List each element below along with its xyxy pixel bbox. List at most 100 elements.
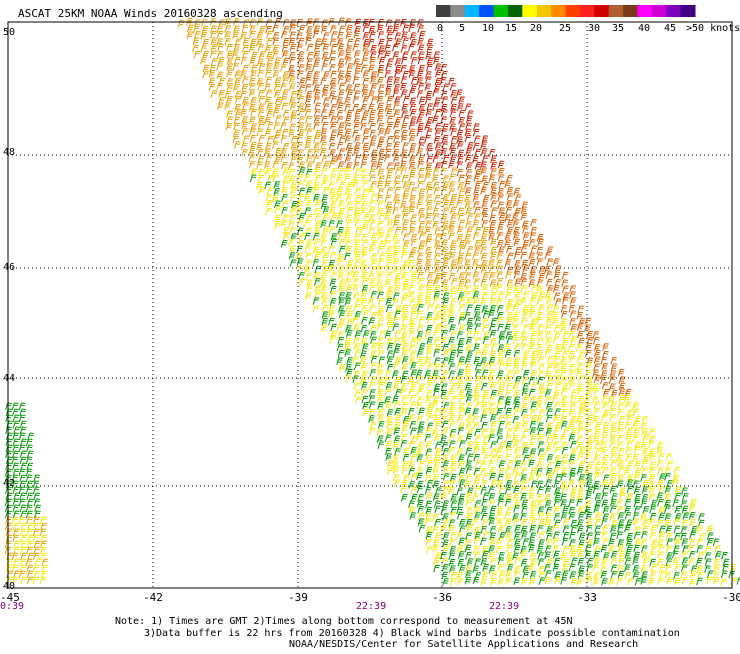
wind-barb <box>321 51 329 60</box>
wind-barb <box>274 77 282 85</box>
wind-barb <box>473 453 480 462</box>
wind-barb <box>361 284 369 293</box>
wind-barb <box>473 551 481 560</box>
wind-barb <box>674 563 682 572</box>
wind-barb <box>368 401 376 409</box>
wind-barb <box>512 467 519 475</box>
wind-barb <box>321 115 328 124</box>
wind-barb <box>370 324 377 333</box>
wind-barb <box>522 239 530 248</box>
wind-barb <box>617 524 624 533</box>
wind-barb <box>490 291 498 300</box>
wind-barb <box>426 284 433 293</box>
wind-barb <box>474 337 482 345</box>
wind-barb <box>386 286 394 294</box>
wind-barb <box>386 25 393 34</box>
wind-barb <box>25 438 33 447</box>
wind-barb <box>432 428 439 436</box>
wind-barb <box>490 479 498 487</box>
wind-barb <box>282 71 290 79</box>
wind-barb <box>609 505 617 514</box>
wind-barb <box>640 539 648 547</box>
wind-barb <box>506 186 514 195</box>
wind-barb <box>457 207 465 216</box>
wind-barb <box>626 538 633 547</box>
wind-barb <box>513 251 521 260</box>
wind-barb <box>456 532 464 540</box>
wind-barb <box>369 122 376 131</box>
wind-barb <box>216 30 224 39</box>
wind-barb <box>385 265 392 274</box>
wind-barb <box>328 226 336 235</box>
wind-barb <box>610 564 618 573</box>
wind-barb <box>385 246 393 254</box>
wind-barb <box>426 479 434 488</box>
wind-barb <box>354 194 362 203</box>
wind-barb <box>314 89 321 98</box>
wind-barb <box>337 272 345 280</box>
wind-barb <box>552 427 560 436</box>
wind-barb <box>378 356 385 365</box>
wind-barb <box>522 447 529 455</box>
wind-barb <box>336 102 344 111</box>
wind-barb <box>217 43 224 52</box>
wind-barb <box>410 381 418 390</box>
wind-barb <box>448 188 456 196</box>
wind-barb <box>208 77 216 86</box>
wind-barb <box>12 468 20 477</box>
wind-barb <box>522 538 530 546</box>
wind-barb <box>650 563 658 572</box>
wind-barb <box>497 370 504 379</box>
wind-barb <box>578 479 586 488</box>
wind-barb <box>280 148 288 156</box>
wind-barb <box>659 564 666 573</box>
wind-barb <box>282 109 290 118</box>
wind-barb <box>504 291 512 300</box>
wind-barb <box>448 173 456 182</box>
wind-barb <box>608 383 616 391</box>
wind-barb <box>618 382 626 391</box>
wind-barb <box>258 134 266 143</box>
wind-barb <box>448 272 456 281</box>
wind-barb <box>400 65 407 73</box>
wind-barb <box>584 500 592 509</box>
legend-color-swatch <box>637 5 653 17</box>
wind-barb <box>394 214 401 222</box>
wind-barb <box>250 168 258 176</box>
wind-barb <box>633 446 640 455</box>
wind-barb <box>377 381 385 390</box>
wind-barb <box>490 238 497 247</box>
wind-barb <box>496 435 503 444</box>
wind-barb <box>392 370 399 378</box>
wind-barb <box>378 148 385 157</box>
wind-barb <box>410 83 418 92</box>
wind-barb <box>426 103 434 111</box>
wind-barb <box>394 273 402 281</box>
wind-barb <box>601 518 608 526</box>
wind-barb <box>410 362 417 370</box>
wind-barb <box>434 142 442 150</box>
wind-barb <box>512 232 520 240</box>
wind-barb <box>512 492 520 501</box>
wind-barb <box>530 318 537 326</box>
wind-barb <box>450 96 458 105</box>
wind-barb <box>497 316 504 325</box>
wind-barb <box>416 90 424 98</box>
wind-barb <box>512 318 519 326</box>
wind-barb <box>496 376 504 385</box>
wind-barb <box>594 461 602 470</box>
wind-barb <box>354 251 361 260</box>
wind-barb <box>401 349 408 357</box>
wind-barb <box>450 167 458 175</box>
wind-barb <box>12 414 20 423</box>
wind-barb <box>417 292 424 301</box>
wind-barb <box>594 472 601 481</box>
wind-barb <box>256 128 264 137</box>
wind-barb <box>432 526 439 535</box>
wind-barb <box>313 193 320 202</box>
wind-barb <box>329 187 336 196</box>
wind-barb <box>610 446 618 455</box>
wind-barb <box>514 422 522 430</box>
wind-barb <box>593 408 600 416</box>
wind-barb <box>554 492 562 501</box>
